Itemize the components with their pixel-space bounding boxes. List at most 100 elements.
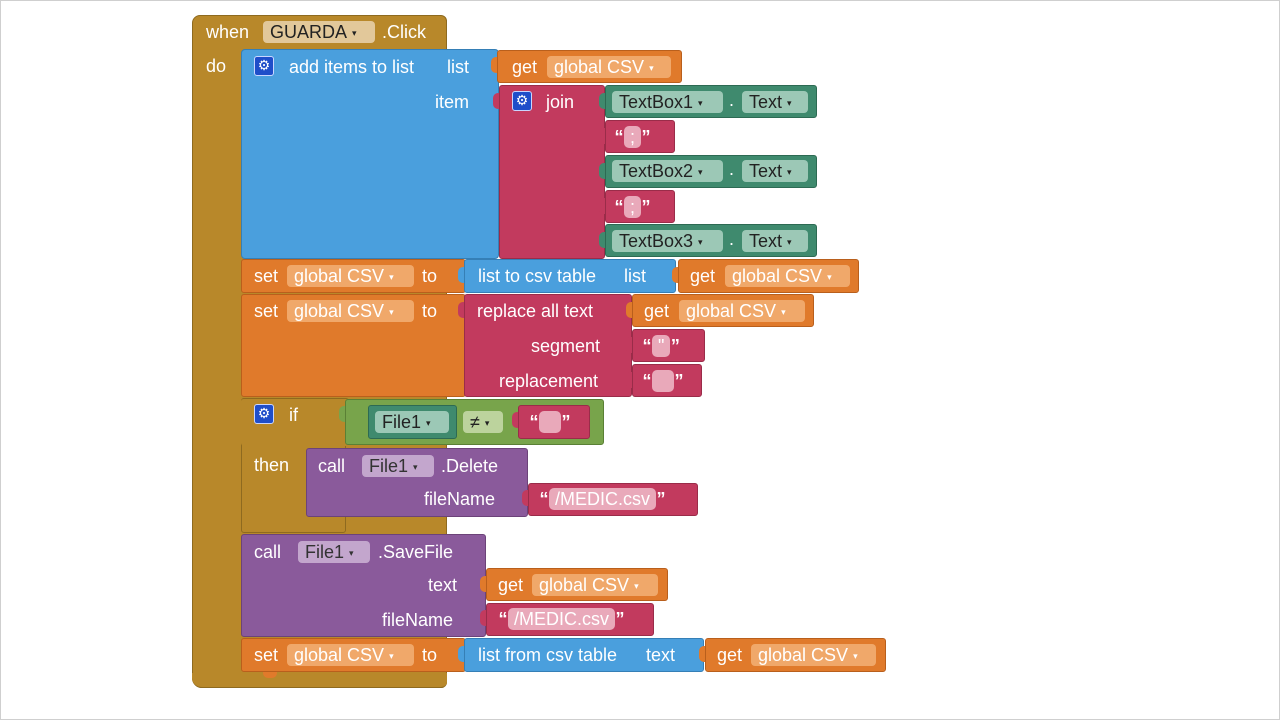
segment-label: segment [531, 336, 601, 356]
then-label: then [254, 455, 290, 475]
set-label: set [254, 301, 279, 321]
list-to-csv-table-label: list to csv table [478, 266, 597, 286]
plug [626, 372, 632, 388]
quote-close-icon: ” [674, 371, 684, 391]
string-semicolon-1[interactable]: “;” [614, 126, 651, 148]
plug [458, 302, 464, 318]
variable-name: global CSV [686, 301, 777, 321]
quote-open-icon: “ [614, 127, 624, 147]
chevron-down-icon: ▾ [426, 418, 431, 428]
variable-name: global CSV [554, 57, 645, 77]
component-dropdown-textbox1[interactable]: TextBox1 ▾ [612, 91, 723, 113]
variable-dropdown[interactable]: global CSV ▾ [287, 644, 414, 666]
chevron-down-icon: ▾ [827, 272, 832, 282]
operator-symbol: ≠ [470, 412, 480, 432]
component-dropdown-file1[interactable]: File1 ▾ [375, 411, 449, 433]
list-to-csv-table-block[interactable] [464, 259, 676, 293]
event-name-label: .Click [382, 22, 426, 42]
quote-open-icon: “ [642, 371, 652, 391]
replace-all-text-block[interactable] [464, 294, 632, 397]
component-dropdown-guarda[interactable]: GUARDA ▾ [263, 21, 375, 43]
plug [599, 128, 605, 144]
mutator-gear-icon[interactable]: ⚙ [254, 56, 274, 76]
if-label: if [289, 405, 298, 425]
variable-dropdown[interactable]: global CSV ▾ [287, 300, 414, 322]
mutator-gear-icon[interactable]: ⚙ [512, 91, 532, 111]
property-name: Text [749, 161, 783, 181]
list-arg-label: list [624, 266, 646, 286]
chevron-down-icon: ▾ [781, 307, 786, 317]
dot-label: . [729, 90, 735, 110]
plug [493, 93, 499, 109]
component-dropdown-textbox2[interactable]: TextBox2 ▾ [612, 160, 723, 182]
to-label: to [422, 266, 438, 286]
property-dropdown-text[interactable]: Text ▾ [742, 230, 808, 252]
event-block-footer [192, 673, 447, 688]
plug [458, 646, 464, 662]
variable-dropdown[interactable]: global CSV ▾ [547, 56, 671, 78]
string-quote[interactable]: “"” [642, 335, 680, 357]
variable-dropdown[interactable]: global CSV ▾ [751, 644, 876, 666]
plug [480, 610, 486, 626]
component-dropdown-file1[interactable]: File1 ▾ [362, 455, 434, 477]
get-label: get [512, 57, 538, 77]
string-value[interactable]: /MEDIC.csv [508, 608, 616, 630]
chevron-down-icon: ▾ [787, 237, 792, 247]
plug [672, 267, 678, 283]
method-label: .Delete [441, 456, 499, 476]
set-global-csv-block-1[interactable] [241, 259, 466, 293]
add-items-to-list-block[interactable] [241, 49, 499, 259]
property-name: Text [749, 92, 783, 112]
component-name: GUARDA [270, 22, 348, 42]
chevron-down-icon: ▾ [698, 98, 703, 108]
string-filename[interactable]: “/MEDIC.csv” [498, 608, 625, 630]
string-value[interactable]: " [652, 335, 671, 357]
variable-dropdown[interactable]: global CSV ▾ [679, 300, 805, 322]
get-label: get [717, 645, 743, 665]
variable-dropdown[interactable]: global CSV ▾ [287, 265, 414, 287]
chevron-down-icon: ▾ [698, 237, 703, 247]
quote-close-icon: ” [615, 609, 625, 629]
plug [699, 646, 705, 662]
variable-dropdown[interactable]: global CSV ▾ [725, 265, 850, 287]
quote-close-icon: ” [641, 197, 651, 217]
string-value[interactable] [652, 370, 674, 392]
string-empty[interactable]: “” [529, 411, 571, 433]
string-value[interactable]: ; [624, 126, 642, 148]
join-block[interactable] [499, 85, 605, 259]
component-name: TextBox3 [619, 231, 694, 251]
component-dropdown-textbox3[interactable]: TextBox3 ▾ [612, 230, 723, 252]
chevron-down-icon: ▾ [352, 28, 357, 38]
string-value[interactable] [539, 411, 561, 433]
chevron-down-icon: ▾ [787, 98, 792, 108]
item-socket-label: item [435, 92, 470, 112]
property-dropdown-text[interactable]: Text ▾ [742, 160, 808, 182]
quote-close-icon: ” [561, 412, 571, 432]
string-filename[interactable]: “/MEDIC.csv” [539, 488, 666, 510]
string-value[interactable]: ; [624, 196, 642, 218]
plug [480, 576, 486, 592]
variable-name: global CSV [758, 645, 849, 665]
chevron-down-icon: ▾ [389, 651, 394, 661]
add-items-title: add items to list [289, 57, 415, 77]
plug [491, 57, 497, 73]
list-from-csv-table-block[interactable] [464, 638, 704, 672]
chevron-down-icon: ▾ [389, 272, 394, 282]
component-name: File1 [369, 456, 409, 476]
chevron-down-icon: ▾ [413, 462, 418, 472]
string-semicolon-2[interactable]: “;” [614, 196, 651, 218]
chevron-down-icon: ▾ [484, 418, 490, 428]
operator-dropdown[interactable]: ≠ ▾ [463, 411, 503, 433]
dot-label: . [729, 229, 735, 249]
string-value[interactable]: /MEDIC.csv [549, 488, 657, 510]
component-name: TextBox1 [619, 92, 694, 112]
quote-open-icon: “ [529, 412, 539, 432]
chevron-down-icon: ▾ [698, 167, 703, 177]
string-empty[interactable]: “” [642, 370, 684, 392]
property-dropdown-text[interactable]: Text ▾ [742, 91, 808, 113]
mutator-gear-icon[interactable]: ⚙ [254, 404, 274, 424]
plug [522, 490, 528, 506]
component-dropdown-file1[interactable]: File1 ▾ [298, 541, 370, 563]
call-label: call [254, 542, 282, 562]
variable-dropdown[interactable]: global CSV ▾ [532, 574, 658, 596]
